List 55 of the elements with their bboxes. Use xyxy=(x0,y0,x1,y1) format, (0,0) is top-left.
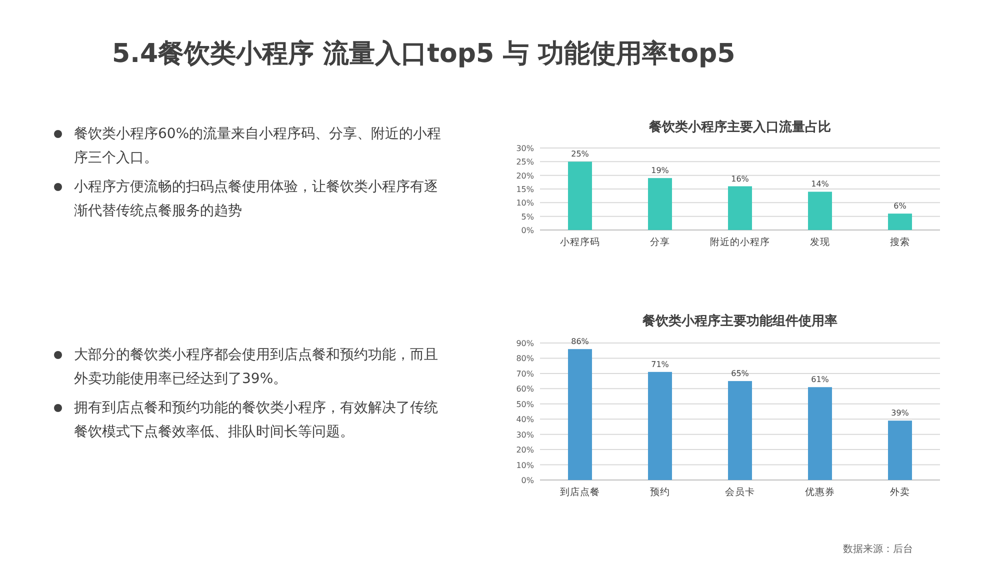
x-tick-label: 小程序码 xyxy=(560,236,600,248)
chart-title: 餐饮类小程序主要功能组件使用率 xyxy=(642,313,838,329)
data-label: 65% xyxy=(731,369,750,378)
bar xyxy=(808,192,832,230)
y-tick-label: 30% xyxy=(516,430,534,440)
bar xyxy=(648,178,672,230)
y-tick-label: 30% xyxy=(516,144,534,153)
x-tick-label: 分享 xyxy=(650,236,670,248)
x-tick-label: 附近的小程序 xyxy=(710,236,770,248)
text: 拥有到店点餐和预约功能的餐饮类小程序，有效解决了传统餐饮模式下点餐效率低、排队时间长等问题。 xyxy=(73,399,439,442)
y-tick-label: 80% xyxy=(516,354,534,364)
bar xyxy=(568,162,592,230)
y-tick-label: 0% xyxy=(521,226,534,235)
data-label: 25% xyxy=(571,150,590,159)
bar xyxy=(888,214,912,230)
data-label: 19% xyxy=(651,166,670,176)
y-tick-label: 60% xyxy=(516,384,534,394)
y-tick-label: 10% xyxy=(516,198,534,208)
y-tick-label: 20% xyxy=(516,446,534,455)
x-tick-label: 外卖 xyxy=(890,486,910,498)
bar xyxy=(728,381,752,480)
data-label: 86% xyxy=(571,337,590,346)
data-label: 39% xyxy=(891,408,910,418)
y-tick-label: 25% xyxy=(516,158,534,167)
bar xyxy=(808,387,832,480)
text: 大部分的餐饮类小程序都会使用到店点餐和预约功能，而且外卖功能使用率已经达到了39%。 xyxy=(73,346,439,389)
bar xyxy=(728,186,752,230)
y-tick-label: 20% xyxy=(516,171,534,180)
bar xyxy=(648,372,672,480)
y-tick-label: 5% xyxy=(521,212,534,222)
source-note: 数据来源：后台 xyxy=(843,542,913,557)
text: 餐饮类小程序60%的流量来自小程序码、分享、附近的小程序三个入口。 xyxy=(73,125,442,168)
x-tick-label: 搜索 xyxy=(890,236,910,248)
x-tick-label: 发现 xyxy=(810,237,830,248)
text: 小程序方便流畅的扫码点餐使用体验，让餐饮类小程序有逐渐代替传统点餐服务的趋势 xyxy=(73,178,439,221)
data-label: 16% xyxy=(731,174,750,184)
x-tick-label: 优惠券 xyxy=(805,486,835,498)
x-tick-label: 预约 xyxy=(650,486,670,498)
y-tick-label: 15% xyxy=(516,185,534,194)
text: 5.4餐饮类小程序 流量入口top5 与 功能使用率top5 xyxy=(112,39,736,69)
x-tick-label: 会员卡 xyxy=(725,486,755,498)
y-tick-label: 70% xyxy=(516,369,534,378)
chart-title: 餐饮类小程序主要入口流量占比 xyxy=(648,119,831,135)
data-label: 14% xyxy=(811,180,830,189)
bar xyxy=(568,349,592,480)
y-tick-label: 90% xyxy=(516,339,534,348)
y-tick-label: 10% xyxy=(516,460,534,470)
data-label: 71% xyxy=(651,360,670,369)
y-tick-label: 0% xyxy=(521,476,534,485)
data-label: 61% xyxy=(811,375,830,384)
bar xyxy=(888,420,912,480)
y-tick-label: 50% xyxy=(516,400,534,409)
y-tick-label: 40% xyxy=(516,415,534,424)
x-tick-label: 到店点餐 xyxy=(560,486,600,498)
data-label: 6% xyxy=(894,202,907,211)
